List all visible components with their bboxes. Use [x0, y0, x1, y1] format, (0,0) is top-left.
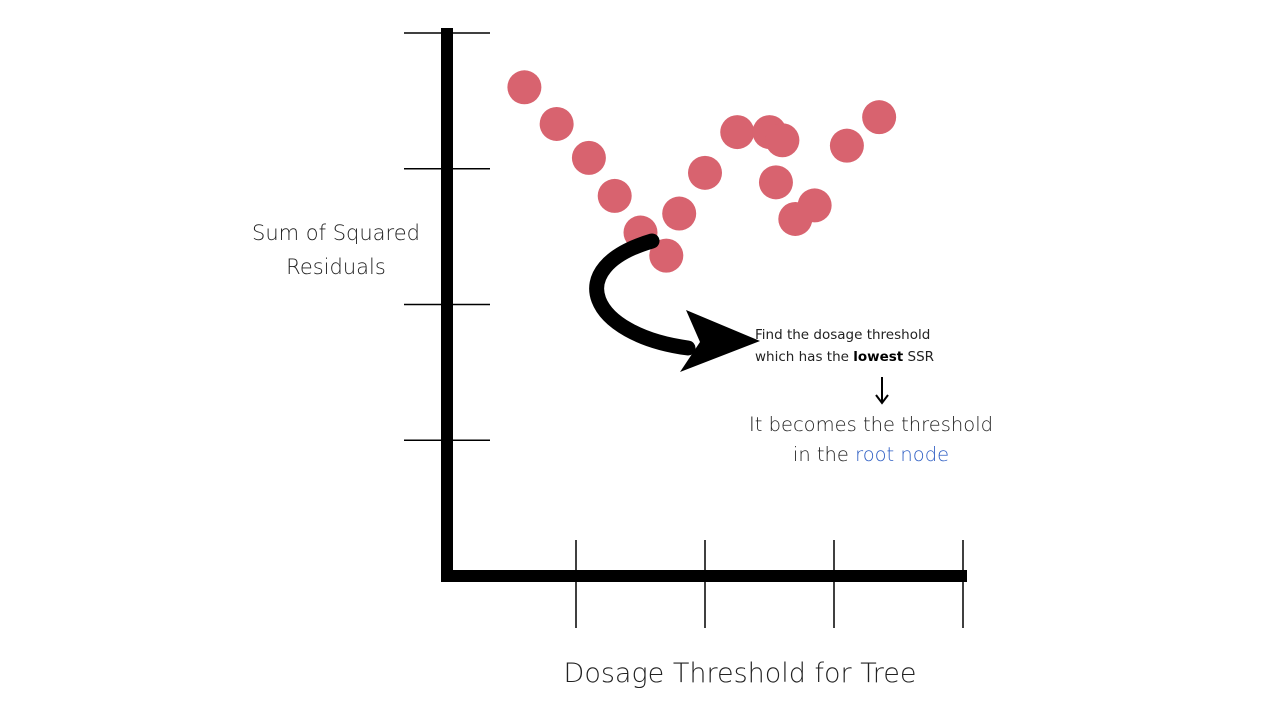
instruction-line2-start: which has the [755, 349, 854, 365]
root-node-highlight: root node [855, 443, 950, 466]
instruction-note: Find the dosage threshold which has the … [755, 324, 934, 368]
lowest-ssr-point [649, 238, 684, 273]
result-line2-start: in the [792, 443, 856, 466]
x-axis-ticks [575, 540, 964, 628]
ssr-point-8 [688, 155, 722, 190]
down-arrow-icon [875, 377, 889, 405]
ssr-point-1 [507, 70, 542, 105]
result-line2: in the root node [740, 440, 1002, 470]
ssr-point-9 [720, 115, 755, 150]
ssr-point-12 [758, 165, 793, 200]
ssr-point-14 [797, 188, 832, 223]
ssr-point-3 [571, 140, 606, 175]
ssr-points [507, 70, 897, 273]
instruction-emphasis: lowest [853, 349, 904, 365]
instruction-line1: Find the dosage threshold [755, 327, 931, 343]
ssr-point-4 [597, 178, 632, 213]
instruction-line2-end: SSR [903, 349, 935, 365]
ssr-point-11 [765, 123, 800, 158]
ssr-point-16 [862, 100, 897, 135]
result-line1: It becomes the threshold [748, 413, 993, 436]
instruction-line2: which has the lowest SSR [755, 346, 934, 368]
y-axis-label-line2: Residuals [286, 255, 386, 279]
y-axis-label: Sum of Squared Residuals [236, 216, 436, 284]
x-axis-label: Dosage Threshold for Tree [563, 658, 917, 689]
ssr-point-7 [662, 196, 697, 231]
ssr-point-2 [539, 106, 574, 141]
y-axis-label-line1: Sum of Squared [252, 221, 420, 245]
ssr-point-15 [829, 128, 864, 163]
curved-arrow-icon [589, 233, 760, 372]
result-note: It becomes the threshold in the root nod… [740, 410, 1002, 470]
